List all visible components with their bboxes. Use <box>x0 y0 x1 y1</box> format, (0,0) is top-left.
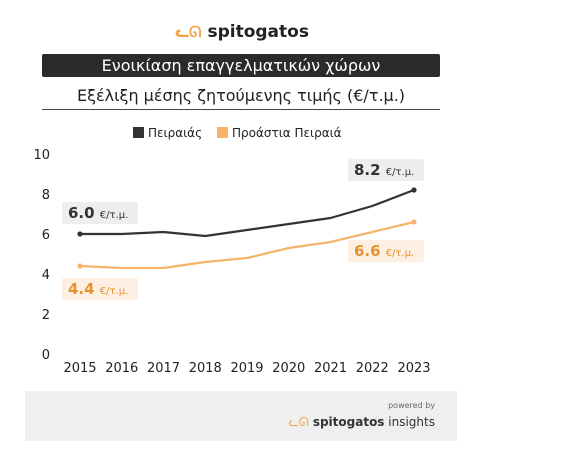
x-tick-label: 2022 <box>356 361 389 376</box>
x-tick-label: 2015 <box>63 361 96 376</box>
powered-by-label: powered by <box>388 401 435 410</box>
data-label-unit: €/τ.μ. <box>100 286 128 297</box>
data-label: 8.2 €/τ.μ. <box>354 161 414 179</box>
brand-logo: ᓚᘏ spitogatos <box>0 22 484 42</box>
y-tick-label: 2 <box>42 308 50 323</box>
cat-logo-icon: ᓚᘏ <box>288 415 309 429</box>
chart-title: Ενοικίαση επαγγελματικών χώρων <box>42 54 440 77</box>
data-label-unit: €/τ.μ. <box>100 210 128 221</box>
y-tick-label: 8 <box>42 188 50 203</box>
data-label-value: 4.4 <box>68 280 100 298</box>
data-point <box>77 263 83 269</box>
data-label: 4.4 €/τ.μ. <box>68 280 128 298</box>
y-tick-label: 10 <box>33 148 50 163</box>
chart-subtitle: Εξέλιξη μέσης ζητούμενης τιμής (€/τ.μ.) <box>42 86 440 110</box>
data-label-unit: €/τ.μ. <box>386 248 414 259</box>
y-tick-label: 4 <box>42 268 50 283</box>
x-tick-label: 2020 <box>272 361 305 376</box>
legend-swatch <box>217 127 228 138</box>
data-point <box>411 219 417 225</box>
footer: powered by ᓚᘏ spitogatos insights <box>25 391 457 441</box>
data-label-unit: €/τ.μ. <box>386 167 414 178</box>
data-point <box>77 231 83 237</box>
line-chart: Πειραιάς Προάστια Πειραιά 0 2 4 6 8 10 2015 2016 2… <box>33 126 430 376</box>
x-tick-label: 2019 <box>230 361 263 376</box>
legend-label: Προάστια Πειραιά <box>232 126 342 140</box>
data-label-box <box>62 278 138 300</box>
data-label-box <box>348 159 424 181</box>
x-tick-label: 2018 <box>189 361 222 376</box>
y-tick-label: 0 <box>42 348 50 363</box>
x-tick-label: 2023 <box>397 361 430 376</box>
brand-name: spitogatos <box>207 22 309 42</box>
data-label-value: 8.2 <box>354 161 386 179</box>
data-label-value: 6.0 <box>68 204 100 222</box>
legend-swatch <box>133 127 144 138</box>
data-label-box <box>62 202 138 224</box>
data-label-value: 6.6 <box>354 242 386 260</box>
x-tick-label: 2017 <box>147 361 180 376</box>
x-tick-label: 2016 <box>105 361 138 376</box>
footer-logo: ᓚᘏ spitogatos insights <box>289 415 435 430</box>
x-tick-label: 2021 <box>314 361 347 376</box>
data-label: 6.6 €/τ.μ. <box>354 242 414 260</box>
cat-logo-icon: ᓚᘏ <box>175 23 202 41</box>
data-label-box <box>348 240 424 262</box>
data-label: 6.0 €/τ.μ. <box>68 204 128 222</box>
y-tick-label: 6 <box>42 228 50 243</box>
data-point <box>411 187 417 193</box>
footer-brand: spitogatos <box>312 415 385 429</box>
legend-label: Πειραιάς <box>148 126 202 140</box>
footer-insights: insights <box>388 415 435 429</box>
